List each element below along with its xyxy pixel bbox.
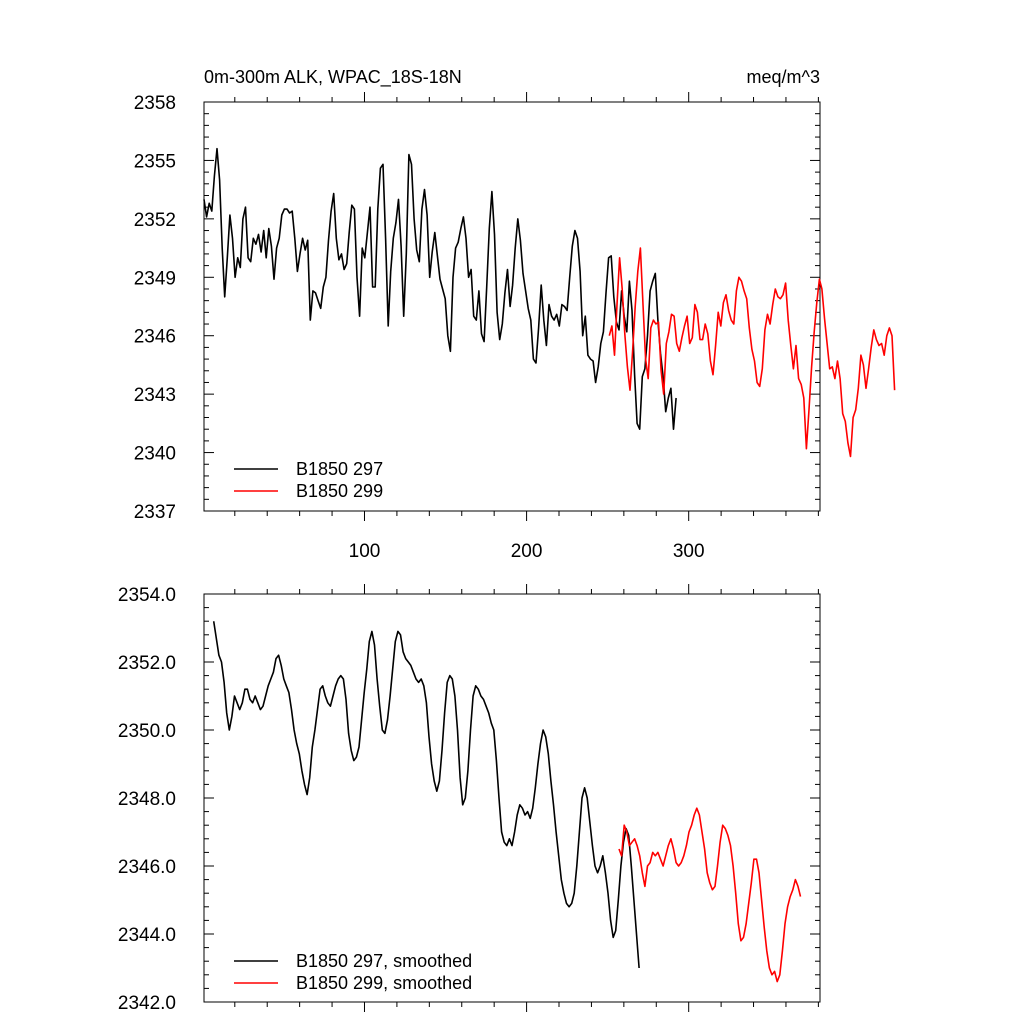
- legend-label: B1850 297: [296, 459, 383, 479]
- series-line-b1850-297: [212, 621, 640, 969]
- series-line-b1850-297: [203, 147, 677, 431]
- series-line-b1850-299: [608, 247, 896, 458]
- y-tick-label: 2349: [134, 268, 176, 289]
- y-tick-label: 2337: [134, 502, 176, 523]
- y-tick-label: 2358: [134, 93, 176, 114]
- legend-label: B1850 299: [296, 481, 383, 501]
- y-tick-label: 2352.0: [118, 653, 176, 674]
- y-tick-label: 2348.0: [118, 789, 176, 810]
- series-line-b1850-299: [618, 807, 802, 983]
- x-tick-label: 300: [673, 541, 705, 562]
- y-tick-label: 2343: [134, 385, 176, 406]
- legend-label: B1850 297, smoothed: [296, 951, 472, 971]
- y-tick-label: 2340: [134, 444, 176, 465]
- y-tick-label: 2350.0: [118, 721, 176, 742]
- y-tick-label: 2346.0: [118, 857, 176, 878]
- y-tick-label: 2342.0: [118, 993, 176, 1014]
- y-tick-label: 2352: [134, 210, 176, 231]
- plot-frame: [203, 101, 821, 512]
- y-tick-label: 2355: [134, 151, 176, 172]
- y-tick-label: 2346: [134, 327, 176, 348]
- y-tick-label: 2344.0: [118, 925, 176, 946]
- x-tick-label: 200: [511, 541, 543, 562]
- bottom-panel: 2342.0 2344.0 2346.0 2348.0 2350.0 2352.0 2354…: [118, 584, 821, 1014]
- legend-label: B1850 299, smoothed: [296, 973, 472, 993]
- top-panel-title: 0m-300m ALK, WPAC_18S-18N: [204, 67, 462, 88]
- top-panel-units: meq/m^3: [747, 67, 820, 87]
- top-panel: 2337 2340 2343 2346 2349 2352 2355 2358 100 200 30…: [134, 92, 896, 562]
- y-tick-label: 2354.0: [118, 585, 176, 606]
- x-tick-label: 100: [349, 541, 381, 562]
